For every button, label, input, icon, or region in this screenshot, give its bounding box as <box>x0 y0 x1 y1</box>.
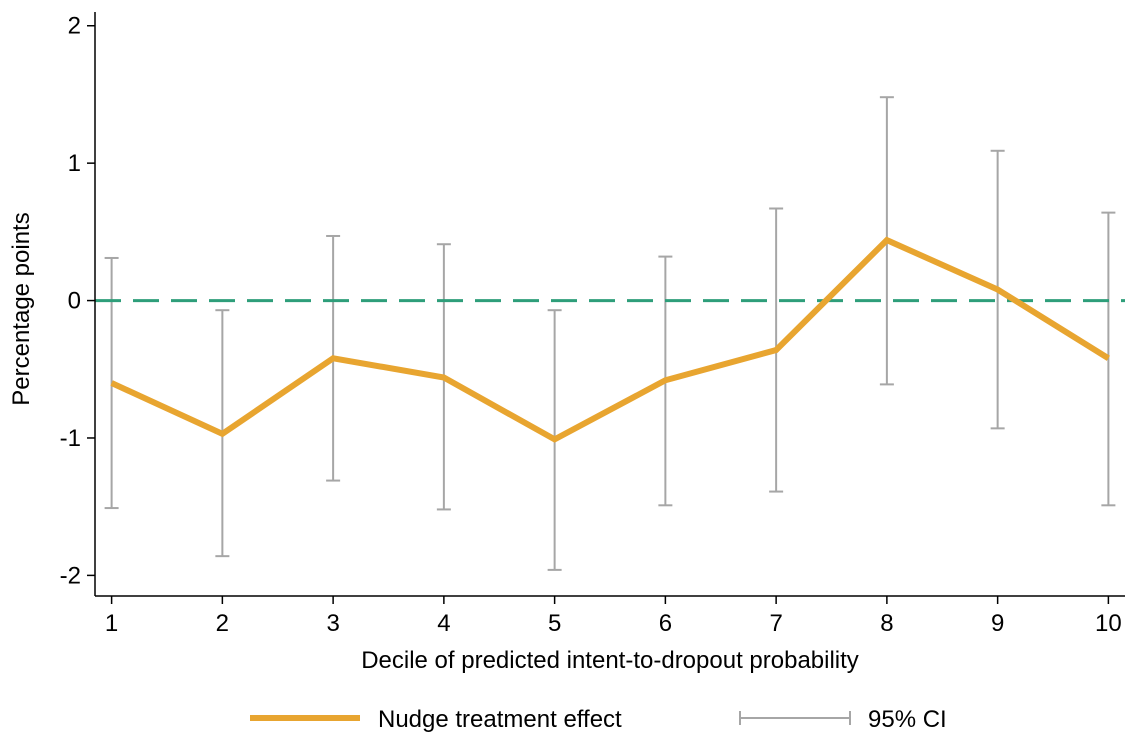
ci-bar <box>1101 211 1116 507</box>
y-axis-label: Percentage points <box>8 212 35 405</box>
x-tick-label: 7 <box>769 610 782 637</box>
x-tick-label: 1 <box>105 610 118 637</box>
y-tick-label: 0 <box>68 288 81 315</box>
confidence-intervals <box>104 96 1116 571</box>
x-tick-label: 10 <box>1095 610 1122 637</box>
x-tick-label: 8 <box>880 610 893 637</box>
legend-series-label: Nudge treatment effect <box>378 706 622 733</box>
y-tick-label: -2 <box>60 562 81 589</box>
legend-ci-label: 95% CI <box>868 706 947 733</box>
y-tick-label: 1 <box>68 150 81 177</box>
x-tick-label: 2 <box>216 610 229 637</box>
legend-ci-swatch <box>739 711 851 725</box>
legend: Nudge treatment effect 95% CI <box>250 706 947 733</box>
series-line <box>110 236 1110 443</box>
x-axis-label: Decile of predicted intent-to-dropout pr… <box>361 647 859 674</box>
y-tick-label: 2 <box>68 13 81 40</box>
x-tick-label: 5 <box>548 610 561 637</box>
x-tick-label: 4 <box>437 610 450 637</box>
treatment-effect-series <box>110 236 1110 443</box>
x-tick-label: 9 <box>991 610 1004 637</box>
x-tick-label: 3 <box>326 610 339 637</box>
x-tick-label: 6 <box>659 610 672 637</box>
axes: -2 -1 0 1 2 1 2 3 4 5 6 7 8 9 10 <box>60 12 1125 637</box>
y-tick-label: -1 <box>60 425 81 452</box>
